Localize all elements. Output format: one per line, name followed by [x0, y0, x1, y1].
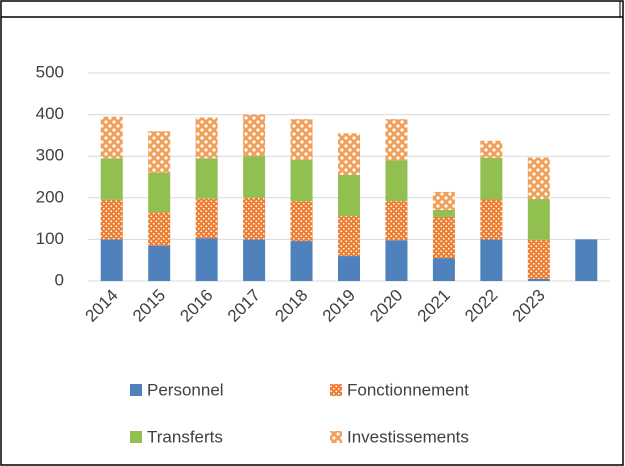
- bar-segment: [148, 212, 171, 246]
- legend-label: Personnel: [147, 380, 224, 399]
- bar-segment: [385, 201, 408, 241]
- bar-segment: [100, 199, 123, 240]
- bar-segment: [527, 239, 550, 279]
- bar-segment: [148, 172, 171, 213]
- bar-segment: [148, 131, 171, 173]
- x-tick-label: 2015: [129, 286, 169, 326]
- bar-segment: [195, 198, 218, 239]
- x-tick-label: 2021: [414, 286, 454, 326]
- y-tick-label: 0: [55, 270, 64, 289]
- y-tick-label: 300: [36, 146, 64, 165]
- legend-swatch: [330, 431, 342, 443]
- bar-segment: [338, 256, 360, 281]
- bar-segment: [432, 191, 455, 210]
- legend-label: Investissements: [347, 427, 469, 446]
- legend-swatch: [130, 384, 142, 396]
- bar-segment: [527, 278, 550, 281]
- y-tick-label: 500: [36, 62, 64, 81]
- x-tick-label: 2017: [224, 286, 264, 326]
- bar-segment: [480, 199, 503, 240]
- bar-segment: [432, 216, 455, 259]
- bar-segment: [100, 158, 123, 200]
- x-tick-label: 2020: [366, 286, 406, 326]
- bar-segment: [527, 157, 550, 200]
- bar-segment: [290, 159, 313, 202]
- bar-segment: [243, 197, 266, 240]
- bar-segment: [243, 156, 266, 198]
- bar-segment: [385, 160, 408, 202]
- legend-label: Transferts: [147, 427, 223, 446]
- bar-segment: [432, 209, 455, 217]
- bar-segment: [527, 199, 550, 240]
- bar-segment: [100, 116, 123, 159]
- bar-segment: [243, 114, 266, 157]
- x-tick-label: 2018: [271, 286, 311, 326]
- bar-segment: [480, 157, 503, 200]
- bar-segment: [385, 119, 408, 161]
- bar-segment: [338, 174, 360, 217]
- bar-segment: [575, 239, 598, 281]
- y-tick-label: 100: [36, 229, 64, 248]
- bar-segment: [480, 239, 503, 281]
- bar-segment: [480, 140, 503, 158]
- bar-segment: [290, 241, 313, 281]
- legend-swatch: [330, 384, 342, 396]
- bar-segment: [385, 240, 408, 281]
- bar-segment: [243, 239, 266, 281]
- bar-segment: [195, 117, 218, 159]
- legend-swatch: [130, 431, 142, 443]
- x-tick-label: 2014: [82, 286, 122, 326]
- bar-segment: [195, 238, 218, 281]
- x-tick-label: 2023: [509, 286, 549, 326]
- bar-segment: [195, 158, 218, 199]
- bar-segment: [290, 119, 313, 160]
- bar-segment: [290, 201, 313, 242]
- y-tick-label: 200: [36, 187, 64, 206]
- y-tick-label: 400: [36, 104, 64, 123]
- x-tick-label: 2016: [176, 286, 216, 326]
- bar-segment: [338, 133, 360, 175]
- x-tick-label: 2019: [319, 286, 359, 326]
- bar-segment: [100, 239, 123, 281]
- bar-segment: [432, 258, 455, 281]
- x-tick-label: 2022: [461, 286, 501, 326]
- bar-segment: [338, 216, 360, 257]
- legend-label: Fonctionnement: [347, 380, 469, 399]
- bar-segment: [148, 245, 171, 281]
